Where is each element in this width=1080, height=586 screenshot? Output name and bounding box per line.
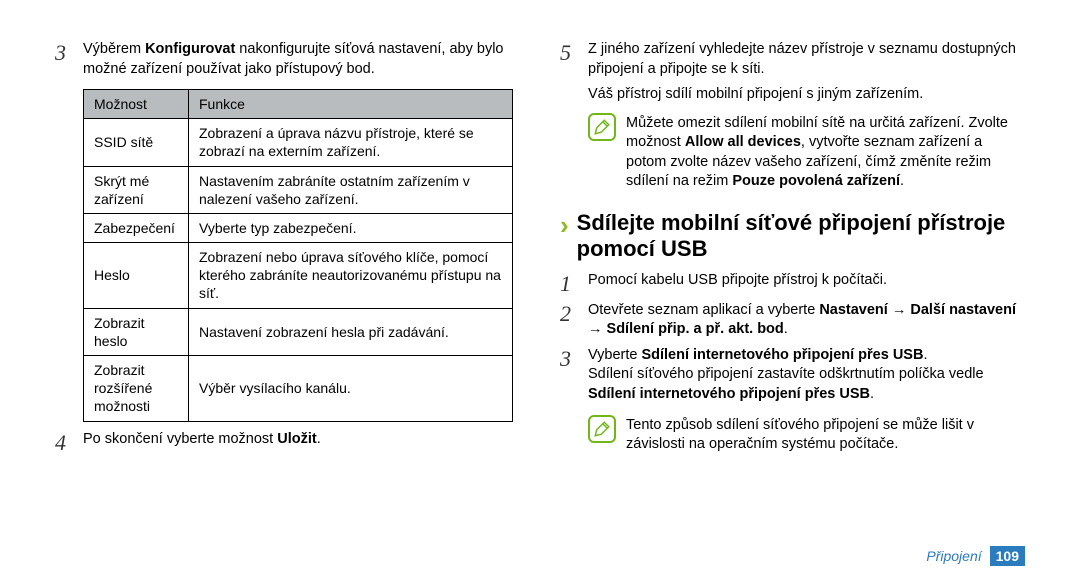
- step-number: 3: [55, 40, 83, 64]
- step-3b: 3 Vyberte Sdílení internetového připojen…: [560, 346, 1025, 405]
- text: Výběrem: [83, 41, 145, 57]
- step-1: 1 Pomocí kabelu USB připojte přístroj k …: [560, 271, 1025, 295]
- step-after-text: Váš přístroj sdílí mobilní připojení s j…: [588, 85, 1025, 105]
- step-number: 1: [560, 271, 588, 295]
- step-4: 4 Po skončení vyberte možnost Uložit.: [55, 430, 520, 454]
- cell: Vyberte typ zabezpečení.: [189, 213, 513, 242]
- note-block: Tento způsob sdílení síťového připojení …: [588, 415, 1025, 455]
- note-icon: [588, 415, 616, 443]
- cell: Skrýt mé zařízení: [84, 166, 189, 213]
- bold-text: Pouze povolená zařízení: [732, 173, 900, 189]
- step-text: Pomocí kabelu USB připojte přístroj k po…: [588, 271, 1025, 291]
- text: Vyberte: [588, 347, 641, 363]
- heading-text: Sdílejte mobilní síťové připojení přístr…: [577, 210, 1025, 263]
- table-header: Funkce: [189, 90, 513, 119]
- cell: Nastavení zobrazení hesla při zadávání.: [189, 308, 513, 355]
- step-text: Výběrem Konfigurovat nakonfigurujte síťo…: [83, 40, 520, 79]
- right-column: 5 Z jiného zařízení vyhledejte název pří…: [560, 40, 1025, 586]
- cell: Zobrazit rozšířené možnosti: [84, 356, 189, 422]
- cell: Zobrazení nebo úprava síťového klíče, po…: [189, 243, 513, 309]
- bold-text: Nastavení: [819, 302, 888, 318]
- cell: SSID sítě: [84, 119, 189, 166]
- cell: Výběr vysílacího kanálu.: [189, 356, 513, 422]
- chevron-icon: ›: [560, 210, 569, 238]
- bold-text: Uložit: [277, 431, 316, 447]
- step-text: Z jiného zařízení vyhledejte název příst…: [588, 40, 1025, 79]
- text: .: [870, 386, 874, 402]
- step-number: 4: [55, 430, 83, 454]
- step-number: 3: [560, 346, 588, 370]
- text: Sdílení síťového připojení zastavíte odš…: [588, 366, 984, 382]
- text: .: [900, 173, 904, 189]
- note-text: Tento způsob sdílení síťového připojení …: [626, 415, 1025, 455]
- cell: Zabezpečení: [84, 213, 189, 242]
- note-text: Můžete omezit sdílení mobilní sítě na ur…: [626, 113, 1025, 192]
- cell: Zobrazit heslo: [84, 308, 189, 355]
- step-2: 2 Otevřete seznam aplikací a vyberte Nas…: [560, 301, 1025, 340]
- cell: Nastavením zabráníte ostatním zařízením …: [189, 166, 513, 213]
- section-heading: › Sdílejte mobilní síťové připojení přís…: [560, 210, 1025, 263]
- note-block: Můžete omezit sdílení mobilní sítě na ur…: [588, 113, 1025, 192]
- text: →: [888, 302, 911, 318]
- text: Po skončení vyberte možnost: [83, 431, 277, 447]
- bold-text: Další nastavení: [910, 302, 1016, 318]
- bold-text: Sdílení přip. a př. akt. bod: [607, 321, 784, 337]
- step-3: 3 Výběrem Konfigurovat nakonfigurujte sí…: [55, 40, 520, 79]
- text: →: [588, 321, 607, 337]
- footer-page-number: 109: [990, 546, 1025, 566]
- cell: Heslo: [84, 243, 189, 309]
- step-text: Vyberte Sdílení internetového připojení …: [588, 346, 1025, 405]
- table-header: Možnost: [84, 90, 189, 119]
- left-column: 3 Výběrem Konfigurovat nakonfigurujte sí…: [55, 40, 520, 586]
- text: .: [923, 347, 927, 363]
- text: Otevřete seznam aplikací a vyberte: [588, 302, 819, 318]
- text: .: [317, 431, 321, 447]
- step-number: 2: [560, 301, 588, 325]
- bold-text: Allow all devices: [685, 134, 801, 150]
- note-icon: [588, 113, 616, 141]
- text: .: [784, 321, 788, 337]
- cell: Zobrazení a úprava názvu přístroje, kter…: [189, 119, 513, 166]
- table-row: SSID sítěZobrazení a úprava názvu přístr…: [84, 119, 513, 166]
- step-text: Otevřete seznam aplikací a vyberte Nasta…: [588, 301, 1025, 340]
- step-number: 5: [560, 40, 588, 64]
- bold-text: Sdílení internetového připojení přes USB: [641, 347, 923, 363]
- table-row: HesloZobrazení nebo úprava síťového klíč…: [84, 243, 513, 309]
- page-footer: Připojení 109: [926, 546, 1025, 566]
- table-row: Skrýt mé zařízeníNastavením zabráníte os…: [84, 166, 513, 213]
- step-text: Po skončení vyberte možnost Uložit.: [83, 430, 520, 450]
- table-row: Zobrazit hesloNastavení zobrazení hesla …: [84, 308, 513, 355]
- bold-text: Sdílení internetového připojení přes USB: [588, 386, 870, 402]
- bold-text: Konfigurovat: [145, 41, 235, 57]
- footer-section-label: Připojení: [926, 548, 981, 564]
- table-row: Zobrazit rozšířené možnostiVýběr vysílac…: [84, 356, 513, 422]
- options-table: Možnost Funkce SSID sítěZobrazení a úpra…: [83, 89, 513, 421]
- step-5: 5 Z jiného zařízení vyhledejte název pří…: [560, 40, 1025, 79]
- table-row: ZabezpečeníVyberte typ zabezpečení.: [84, 213, 513, 242]
